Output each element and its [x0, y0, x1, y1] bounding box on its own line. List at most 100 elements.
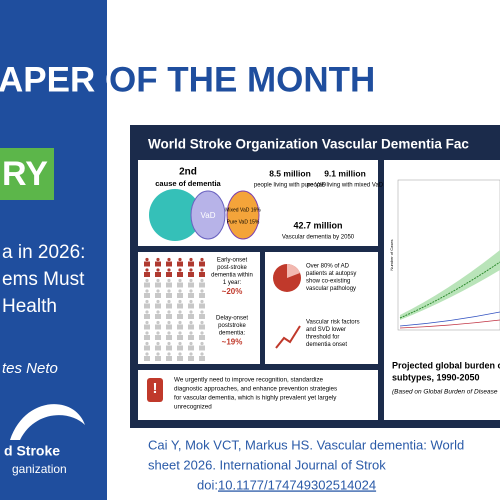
person-icon-head [156, 278, 160, 283]
person-icon-body [166, 293, 172, 298]
person-icon-head [189, 257, 193, 262]
person-icon-body [155, 272, 161, 277]
person-icon-body [155, 282, 161, 288]
person-icon-body [177, 324, 183, 330]
person-icon-head [145, 289, 149, 293]
person-icon-head [178, 320, 182, 325]
person-icon-body [188, 335, 194, 340]
trend-line [399, 319, 500, 329]
person-icon-body [199, 293, 205, 298]
person-icon-head [178, 352, 182, 356]
person-icon-body [177, 356, 183, 361]
chart-title: subtypes, 1990-2050 [392, 372, 480, 382]
post-stroke-label: 1 year: [223, 280, 242, 286]
person-icon-head [145, 331, 149, 335]
person-icon-head [200, 310, 204, 314]
person-icon-body [188, 293, 194, 298]
tag-box [0, 148, 54, 200]
person-icon-head [167, 299, 171, 304]
person-icon-body [188, 356, 194, 361]
person-icon-head [189, 299, 193, 304]
person-icon-body [166, 345, 172, 351]
person-icon-body [144, 314, 150, 319]
pathology-text: vascular pathology [306, 286, 356, 292]
person-icon-head [156, 310, 160, 314]
person-icon-head [167, 257, 171, 262]
person-icon-head [178, 278, 182, 283]
pathology-text: show co-existing [306, 279, 350, 285]
chart-panel [384, 160, 500, 420]
sidebar-line: a in 2026: [2, 242, 85, 263]
person-icon-body [177, 314, 183, 319]
person-icon-body [166, 356, 172, 361]
person-icon-head [178, 331, 182, 335]
person-icon-body [199, 261, 205, 267]
person-icon-body [166, 324, 172, 330]
person-icon-body [155, 356, 161, 361]
person-icon-head [167, 289, 171, 293]
pie-slice [226, 190, 260, 240]
warning-text: diagnostic approaches, and enhance preve… [174, 386, 337, 393]
band [400, 250, 500, 320]
post-stroke-label: dementia within [211, 273, 253, 279]
panel [138, 370, 378, 420]
chart-note: (Based on Global Burden of Disease [392, 389, 498, 396]
trend-icon [275, 325, 301, 349]
person-icon-body [188, 324, 194, 330]
person-icon-body [144, 356, 150, 361]
post-stroke-label: Delay-onset [216, 316, 248, 322]
person-icon-head [178, 299, 182, 304]
sidebar [0, 0, 107, 500]
person-icon-head [167, 352, 171, 356]
person-icon-body [144, 324, 150, 330]
person-icon-head [200, 352, 204, 356]
person-icon-head [189, 310, 193, 314]
doi-link[interactable]: 10.1177/174749302514024 [218, 477, 376, 492]
person-icon-body [188, 282, 194, 288]
person-icon-body [144, 345, 150, 351]
logo-text: ganization [12, 462, 67, 476]
person-icon-body [199, 324, 205, 330]
person-icon-head [200, 289, 204, 293]
person-icon-body [166, 335, 172, 340]
person-icon-head [189, 352, 193, 356]
person-icon-body [177, 293, 183, 298]
risk-text: and SVD lower [306, 327, 346, 333]
person-icon-head [156, 331, 160, 335]
person-icon-body [177, 282, 183, 288]
person-icon-body [177, 303, 183, 309]
stat-value: 8.5 million [269, 168, 311, 178]
person-icon-head [145, 299, 149, 304]
person-icon-head [156, 268, 160, 272]
person-icon-head [145, 341, 149, 346]
rank-label: cause of dementia [155, 179, 221, 188]
person-icon-head [178, 310, 182, 314]
person-icon-head [167, 278, 171, 283]
person-icon-head [178, 257, 182, 262]
person-icon-body [166, 303, 172, 309]
person-icon-body [144, 335, 150, 340]
person-icon-head [189, 320, 193, 325]
person-icon-body [199, 356, 205, 361]
stat-label: people living with pure VaD [254, 183, 327, 189]
person-icon-head [156, 257, 160, 262]
person-icon-body [155, 261, 161, 267]
person-icon-body [199, 345, 205, 351]
figure-grid [144, 257, 205, 361]
person-icon-head [189, 341, 193, 346]
person-icon-body [199, 335, 205, 340]
pie-icon-slice [287, 264, 300, 278]
person-icon-head [200, 257, 204, 262]
person-icon-head [156, 299, 160, 304]
post-stroke-label: post-stroke [217, 265, 247, 271]
pie-slice [190, 190, 226, 240]
post-stroke-value: ~19% [222, 338, 243, 347]
person-icon-head [178, 268, 182, 272]
stat-value: 42.7 million [293, 220, 342, 230]
person-icon-head [200, 320, 204, 325]
warning-text: We urgently need to improve recognition,… [174, 377, 323, 384]
tag: RY [2, 155, 48, 193]
post-stroke-label: dementia: [219, 331, 246, 337]
person-icon-body [188, 303, 194, 309]
person-icon-head [167, 268, 171, 272]
